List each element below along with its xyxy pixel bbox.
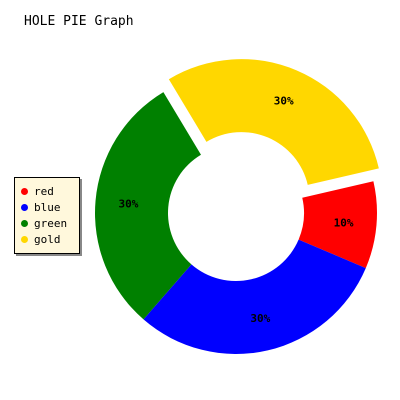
legend-item-blue: blue bbox=[21, 200, 61, 214]
legend-label-green: green bbox=[34, 216, 68, 230]
slice-label-green: 30% bbox=[118, 198, 138, 211]
legend-label-red: red bbox=[34, 184, 54, 198]
legend-item-gold: gold bbox=[21, 232, 61, 246]
slice-label-gold: 30% bbox=[274, 95, 294, 108]
legend: red blue green gold bbox=[14, 177, 80, 254]
legend-swatch-green bbox=[21, 219, 28, 227]
legend-label-blue: blue bbox=[34, 200, 61, 214]
slice-label-blue: 30% bbox=[250, 312, 270, 325]
slice-gold bbox=[168, 59, 379, 185]
legend-swatch-red bbox=[21, 187, 28, 195]
slice-blue bbox=[143, 239, 366, 354]
legend-swatch-blue bbox=[21, 203, 28, 211]
legend-item-green: green bbox=[21, 216, 67, 230]
legend-item-red: red bbox=[21, 184, 54, 198]
chart-title: HOLE PIE Graph bbox=[24, 14, 134, 29]
slice-label-red: 10% bbox=[334, 216, 354, 229]
slice-green bbox=[95, 92, 201, 320]
legend-swatch-gold bbox=[21, 235, 28, 243]
slice-red bbox=[298, 181, 377, 269]
legend-label-gold: gold bbox=[34, 232, 61, 246]
